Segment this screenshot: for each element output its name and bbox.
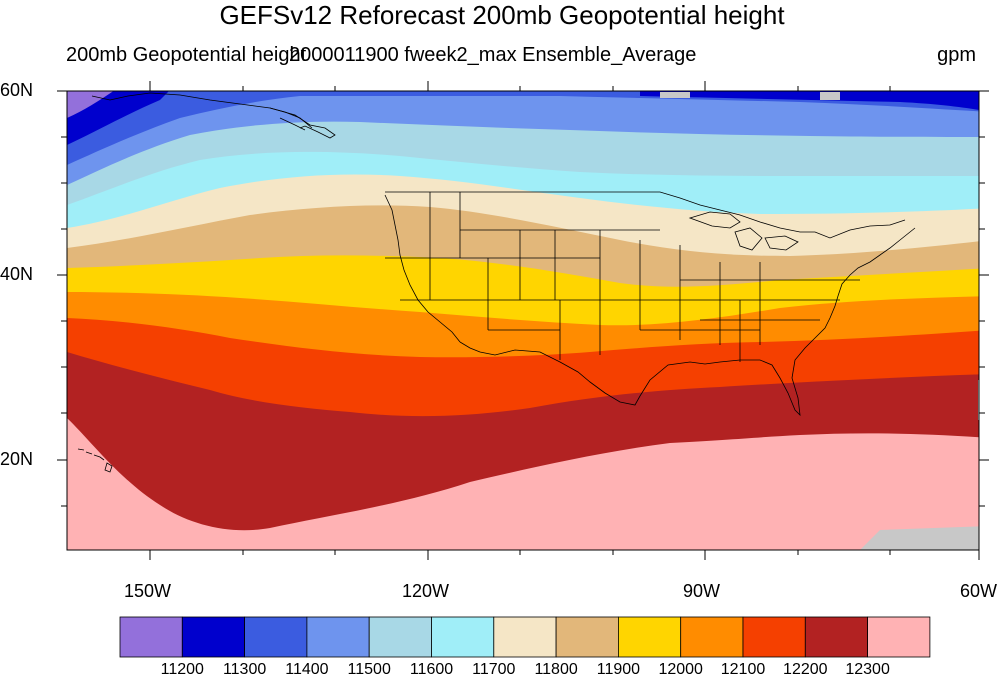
center-subtitle: 2000011900 fweek2_max Ensemble_Average <box>289 44 697 66</box>
colorbar-label: 12200 <box>783 661 828 678</box>
map-outlines <box>77 92 916 473</box>
colorbar-label: 11400 <box>285 661 329 678</box>
colorbar-label: 12300 <box>845 661 890 678</box>
left-subtitle: 200mb Geopotential height <box>66 44 307 66</box>
colorbar-label: 11500 <box>347 661 391 678</box>
colorbar-swatch <box>306 616 370 658</box>
colorbar-swatch <box>618 616 682 658</box>
colorbar-swatch <box>431 616 495 658</box>
lat-label-40n: 40N <box>0 264 34 284</box>
colorbar <box>119 616 931 658</box>
axis-ticks <box>57 81 989 560</box>
lon-label-90w: 90W <box>683 581 721 601</box>
map-title: GEFSv12 Reforecast 200mb Geopotential he… <box>219 0 785 30</box>
units-label: gpm <box>937 44 976 66</box>
colorbar-label: 11200 <box>160 661 204 678</box>
lon-label-150w: 150W <box>124 581 172 601</box>
colorbar-swatch <box>181 616 246 658</box>
colorbar-swatch <box>368 616 432 658</box>
lon-label-120w: 120W <box>402 581 450 601</box>
colorbar-label: 12100 <box>720 661 766 678</box>
lon-label-60w: 60W <box>960 581 998 601</box>
colorbar-swatch <box>493 616 557 658</box>
band-11100 <box>67 91 114 118</box>
grey-patches <box>660 92 979 550</box>
colorbar-label: 11600 <box>409 661 454 678</box>
colorbar-label: 12000 <box>658 661 703 678</box>
band-11400 <box>67 91 979 185</box>
lat-label-20n: 20N <box>0 449 34 469</box>
colorbar-swatch <box>680 616 744 658</box>
colorbar-label: 11300 <box>222 661 267 678</box>
colorbar-label: 11800 <box>534 661 578 678</box>
colorbar-label: 11900 <box>596 661 641 678</box>
colorbar-swatch <box>804 616 868 658</box>
colorbar-swatch <box>119 616 183 658</box>
band-11200-c <box>640 91 979 110</box>
colorbar-swatch <box>555 616 619 658</box>
colorbar-swatch <box>244 616 308 658</box>
colorbar-label: 11700 <box>472 661 516 678</box>
colorbar-swatch <box>742 616 806 658</box>
colorbar-swatch <box>867 616 931 658</box>
contour-fill <box>67 91 979 550</box>
lat-label-60n: 60N <box>0 80 34 100</box>
